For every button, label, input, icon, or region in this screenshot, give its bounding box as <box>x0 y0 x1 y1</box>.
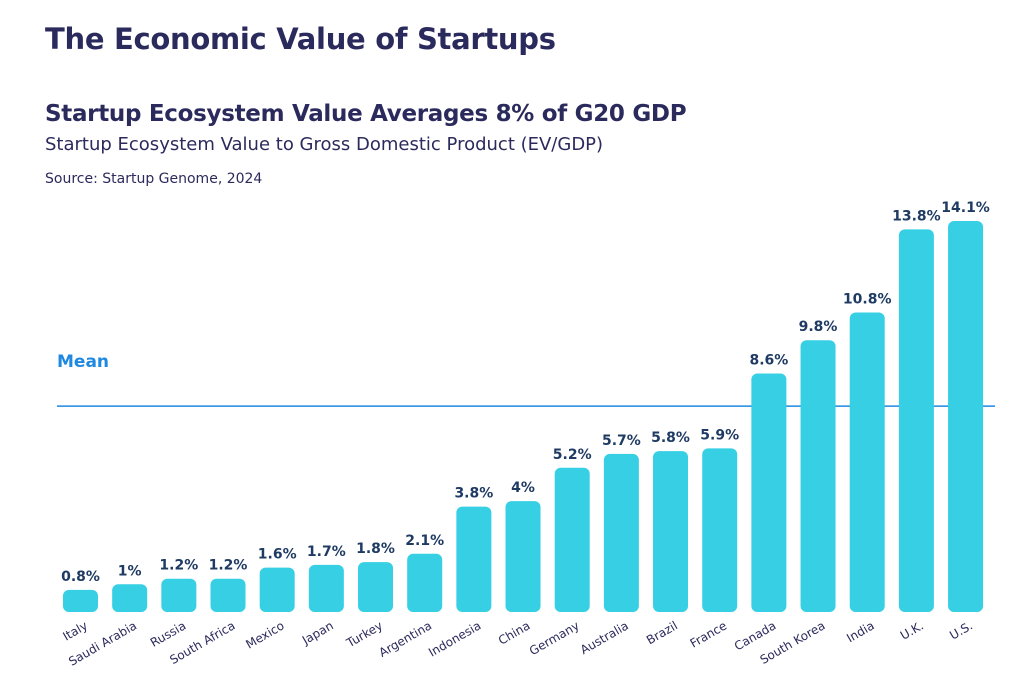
bar-argentina <box>407 553 443 612</box>
chart-source: Source: Startup Genome, 2024 <box>45 171 263 187</box>
page-title: The Economic Value of Startups <box>45 22 556 56</box>
bar-germany <box>554 467 590 612</box>
bar-saudi-arabia <box>112 584 148 612</box>
category-label: Argentina <box>376 618 434 659</box>
category-label: U.K. <box>898 618 926 642</box>
value-label: 5.8% <box>651 430 690 446</box>
value-label: 5.7% <box>602 433 641 449</box>
value-label: 2.1% <box>405 533 444 549</box>
value-label: 1.6% <box>258 547 297 563</box>
bar-india <box>849 312 885 612</box>
bar-australia <box>603 453 639 612</box>
value-label: 3.8% <box>454 486 493 502</box>
value-label: 9.8% <box>799 319 838 335</box>
value-label: 5.9% <box>700 427 739 443</box>
category-label: Brazil <box>644 618 680 647</box>
value-label: 1% <box>118 563 142 579</box>
value-label: 14.1% <box>941 200 990 216</box>
chart-title: Startup Ecosystem Value Averages 8% of G… <box>45 101 687 127</box>
category-label: Germany <box>527 618 582 658</box>
chart-subtitle: Startup Ecosystem Value to Gross Domesti… <box>45 134 604 155</box>
bar-canada <box>751 373 787 612</box>
bar-turkey <box>358 562 394 612</box>
bar-u-s <box>948 221 984 612</box>
bar-russia <box>161 578 197 612</box>
value-label: 1.2% <box>159 558 198 574</box>
bar-china <box>505 501 541 612</box>
bar-u-k <box>898 229 934 612</box>
bar-south-korea <box>800 340 836 612</box>
category-label: India <box>844 618 877 645</box>
category-label: Japan <box>299 618 336 647</box>
bar-japan <box>308 564 344 612</box>
value-label: 5.2% <box>553 447 592 463</box>
value-label: 4% <box>511 480 535 496</box>
bar-mexico <box>259 567 295 612</box>
category-label: Italy <box>60 618 90 643</box>
category-label: U.S. <box>947 618 975 642</box>
value-label: 10.8% <box>843 292 892 308</box>
value-label: 0.8% <box>61 569 100 585</box>
bar-france <box>702 448 738 612</box>
bar-south-africa <box>210 578 246 612</box>
category-label: Indonesia <box>426 618 483 659</box>
bar-italy <box>63 589 98 612</box>
category-label: Australia <box>578 618 631 657</box>
category-label: Mexico <box>243 618 286 651</box>
value-label: 13.8% <box>892 208 941 224</box>
value-label: 1.2% <box>209 558 248 574</box>
bar-brazil <box>653 451 689 612</box>
category-label: China <box>496 618 533 647</box>
value-label: 1.8% <box>356 541 395 557</box>
bar-indonesia <box>456 506 492 612</box>
mean-label: Mean <box>57 352 109 372</box>
category-label: France <box>688 618 730 650</box>
value-label: 8.6% <box>749 353 788 369</box>
value-label: 1.7% <box>307 544 346 560</box>
